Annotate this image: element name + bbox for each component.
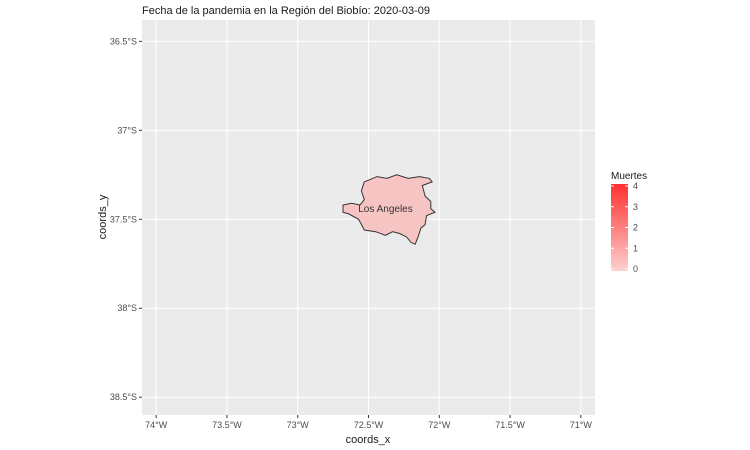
legend-title: Muertes bbox=[611, 171, 647, 182]
legend: Muertes 4 3 2 1 0 bbox=[611, 171, 647, 274]
legend-label: 1 bbox=[633, 243, 638, 253]
y-tick-label: 38.5°S bbox=[110, 392, 137, 402]
legend-label: 2 bbox=[633, 223, 638, 233]
y-tick-label: 36.5°S bbox=[110, 36, 137, 46]
region-label: Los Angeles bbox=[358, 204, 413, 215]
x-tick-label: 71°W bbox=[570, 420, 593, 430]
legend-colorbar bbox=[611, 184, 628, 271]
x-tick-label: 74°W bbox=[145, 420, 168, 430]
x-tick-label: 73.5°W bbox=[212, 420, 242, 430]
y-axis: 36.5°S 37°S 37.5°S 38°S 38.5°S bbox=[110, 36, 142, 402]
x-tick-label: 73°W bbox=[287, 420, 310, 430]
legend-label: 0 bbox=[633, 264, 638, 274]
plot-title: Fecha de la pandemia en la Región del Bi… bbox=[142, 5, 430, 17]
x-axis: 74°W 73.5°W 73°W 72.5°W 72°W 71.5°W 71°W bbox=[145, 415, 592, 430]
region-layer: Los Angeles bbox=[342, 174, 436, 245]
legend-label: 4 bbox=[633, 181, 638, 191]
legend-ticks: 4 3 2 1 0 bbox=[611, 181, 638, 274]
x-tick-label: 72°W bbox=[428, 420, 451, 430]
y-tick-label: 37°S bbox=[117, 125, 137, 135]
y-tick-label: 37.5°S bbox=[110, 214, 137, 224]
y-axis-title: coords_y bbox=[97, 194, 109, 239]
legend-label: 3 bbox=[633, 202, 638, 212]
x-tick-label: 71.5°W bbox=[495, 420, 525, 430]
x-axis-title: coords_x bbox=[346, 434, 391, 446]
region-polygon-los-angeles bbox=[342, 174, 436, 245]
x-tick-label: 72.5°W bbox=[354, 420, 384, 430]
y-tick-label: 38°S bbox=[117, 303, 137, 313]
